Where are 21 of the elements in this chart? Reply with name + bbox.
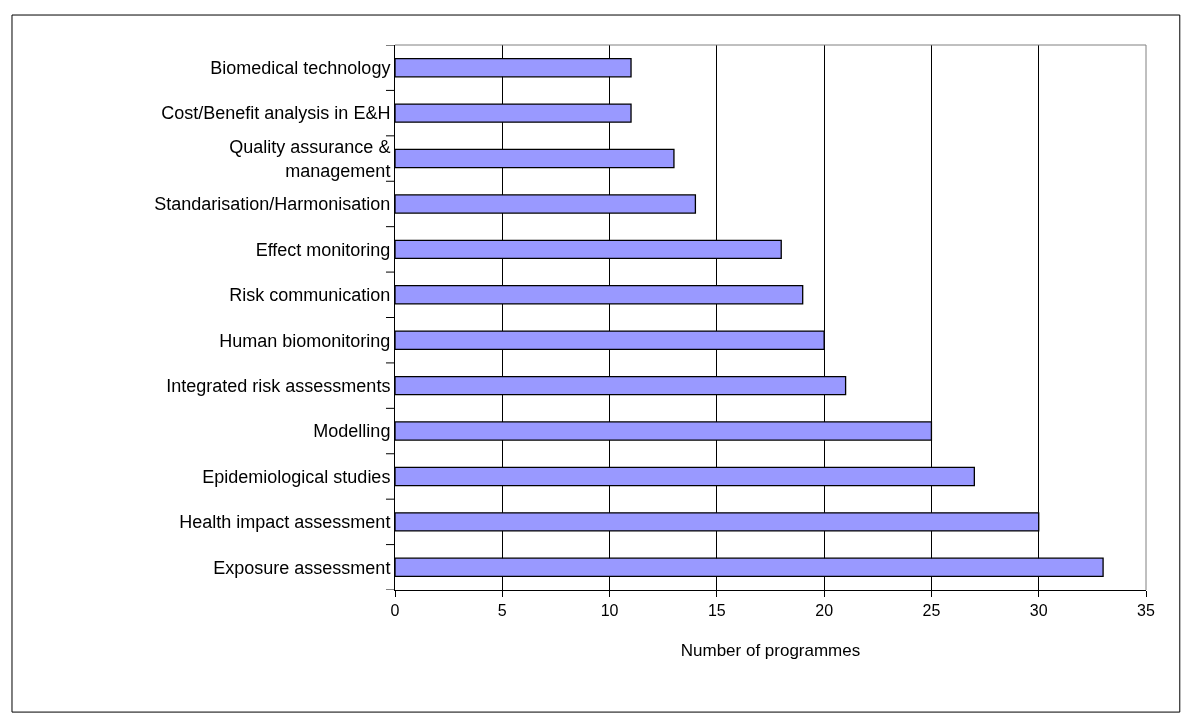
y-tick-label: Exposure assessment (213, 557, 391, 578)
y-tick-label: Standarisation/Harmonisation (154, 194, 391, 215)
x-axis-title: Number of programmes (680, 640, 861, 660)
x-tick-label: 20 (815, 602, 834, 620)
x-tick-label: 25 (922, 602, 941, 620)
y-tick-label: Cost/Benefit analysis in E&H (161, 103, 391, 124)
x-tick-label: 10 (600, 602, 619, 620)
y-tick-label: Health impact assessment (179, 512, 391, 533)
y-tick-label: Quality assurance & management (229, 137, 391, 181)
y-tick-label: Integrated risk assessments (166, 375, 391, 396)
y-tick-label: Effect monitoring (255, 239, 391, 260)
x-tick-label: 35 (1137, 602, 1155, 620)
x-tick-label: 0 (390, 602, 400, 620)
x-tick-label: 15 (707, 602, 726, 620)
x-tick-label: 5 (497, 602, 507, 620)
y-tick-label: Risk communication (229, 285, 391, 306)
y-tick-label: Modelling (313, 421, 391, 442)
y-tick-label: Epidemiological studies (202, 466, 391, 487)
x-tick-label: 30 (1029, 602, 1048, 620)
y-tick-label: Biomedical technology (210, 58, 391, 79)
y-tick-label: Human biomonitoring (219, 330, 391, 351)
